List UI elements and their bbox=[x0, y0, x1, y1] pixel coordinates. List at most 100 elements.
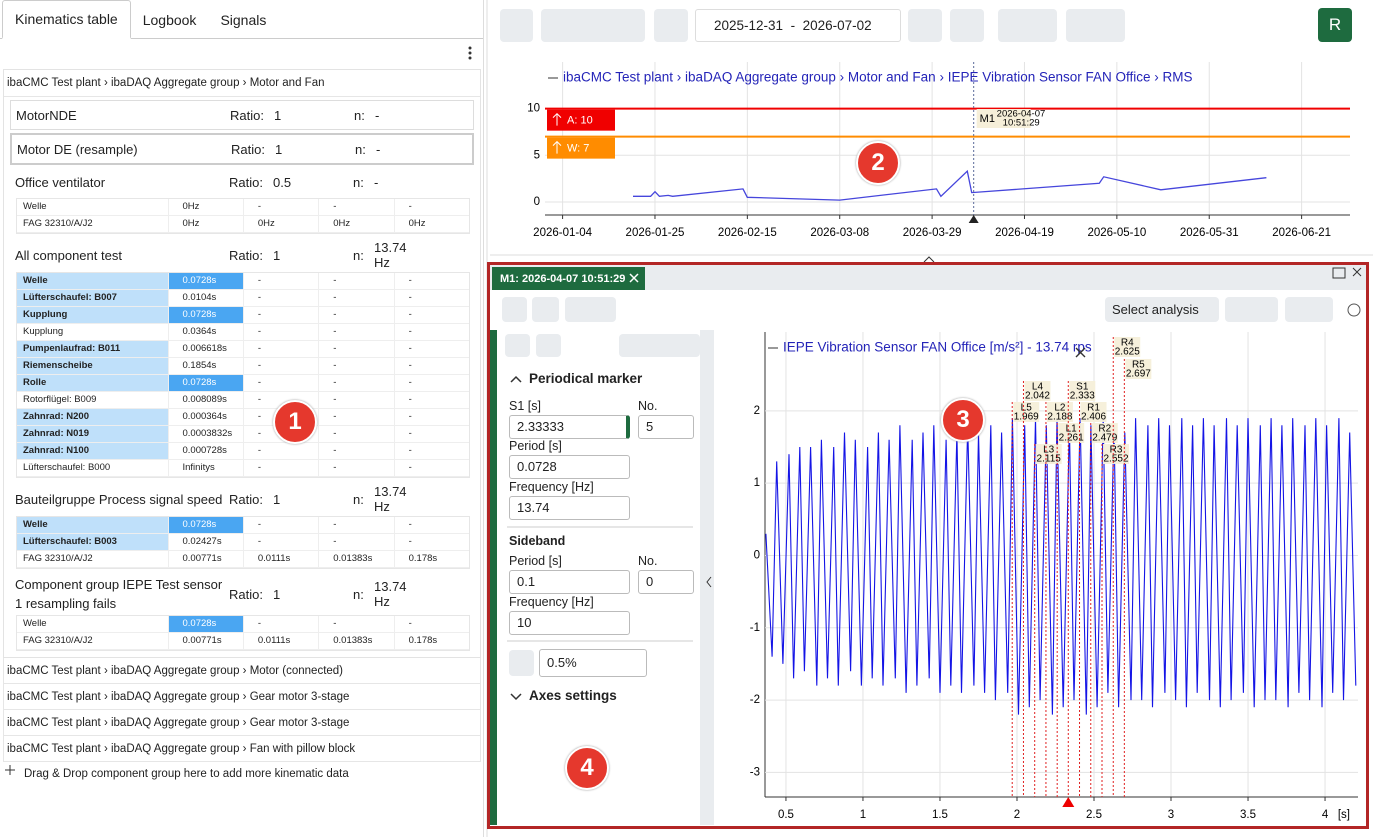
component-group-row[interactable]: ibaCMC Test plant › ibaDAQ Aggregate gro… bbox=[3, 684, 481, 710]
x-tick-label: 2 bbox=[1014, 809, 1020, 821]
cursor-handle[interactable] bbox=[968, 215, 979, 223]
analysis-tab-label[interactable]: M1: 2026-04-07 10:51:29 bbox=[500, 273, 626, 285]
prev-button[interactable] bbox=[1225, 297, 1278, 322]
y-tick-label: 0 bbox=[534, 196, 540, 208]
threshold-badge bbox=[547, 137, 615, 159]
table-cell: - bbox=[242, 460, 318, 476]
tab[interactable]: Kinematics table bbox=[2, 0, 131, 39]
field-label: Frequency [Hz] bbox=[509, 480, 594, 494]
layout-button[interactable] bbox=[998, 9, 1057, 42]
x-tick-label: 3 bbox=[1168, 809, 1174, 821]
y-tick-label: 5 bbox=[534, 149, 540, 161]
fit-button[interactable] bbox=[505, 334, 530, 357]
table-row: Lüfterschaufel: B003 0.02427s - - - bbox=[17, 534, 469, 551]
table-row: Riemenscheibe 0.1854s - - - bbox=[17, 358, 469, 375]
next-button[interactable] bbox=[1285, 297, 1333, 322]
table-cell: Lüfterschaufel: B000 bbox=[23, 462, 111, 473]
section-title[interactable]: Axes settings bbox=[529, 688, 617, 703]
close-icon[interactable] bbox=[629, 273, 639, 283]
kinematics-table: Welle 0.0728s - - - Lüfterschaufel: B007 0.010… bbox=[16, 272, 470, 478]
kinematics-table: Welle 0Hz - - - FAG 32310/A/J2 0Hz 0Hz 0Hz 0Hz bbox=[16, 198, 470, 234]
table-cell: Welle bbox=[23, 618, 47, 629]
marker-value: 2.479 bbox=[1092, 433, 1117, 444]
table-cell: 0.00771s bbox=[167, 633, 243, 649]
group-path: ibaCMC Test plant › ibaDAQ Aggregate gro… bbox=[7, 690, 350, 703]
ratio-label: Ratio: bbox=[229, 491, 263, 507]
tolerance-select[interactable]: 0.5% bbox=[539, 649, 647, 677]
marker-handle[interactable] bbox=[1062, 797, 1075, 807]
marker-label-box bbox=[1114, 337, 1141, 357]
tool-button[interactable] bbox=[502, 297, 527, 322]
table-row: FAG 32310/A/J2 0.00771s 0.0111s 0.01383s 0.1… bbox=[17, 551, 469, 568]
no-input[interactable]: 5 bbox=[638, 415, 694, 439]
y-tick-label: 1 bbox=[754, 477, 760, 489]
table-cell: 0.0003832s bbox=[167, 426, 243, 442]
data-line bbox=[633, 169, 1267, 201]
sideband-frequency-input[interactable]: 10 bbox=[509, 611, 630, 635]
sound-button[interactable] bbox=[536, 334, 561, 357]
sideband-no-input[interactable]: 0 bbox=[638, 570, 694, 594]
date-range[interactable]: 2025-12-31 - 2026-07-02 bbox=[695, 9, 901, 42]
ratio-label: Ratio: bbox=[231, 141, 265, 157]
chevron-icon[interactable] bbox=[510, 375, 522, 383]
callout: 2 bbox=[856, 141, 900, 185]
table-cell: - bbox=[242, 409, 318, 425]
y-tick-label: -2 bbox=[750, 694, 760, 706]
tab[interactable]: Logbook bbox=[142, 12, 197, 28]
component-header: Motor DE (resample) Ratio: 1 n: - bbox=[12, 135, 472, 163]
component-group-row[interactable]: ibaCMC Test plant › ibaDAQ Aggregate gro… bbox=[3, 736, 481, 762]
refresh-button[interactable] bbox=[908, 9, 942, 42]
table-cell: - bbox=[318, 199, 393, 215]
user-avatar[interactable]: R bbox=[1318, 8, 1352, 42]
component-header: Component group IEPE Test sensor 1 resam… bbox=[10, 575, 474, 613]
table-cell: 0Hz bbox=[393, 216, 469, 232]
share-button[interactable] bbox=[1066, 9, 1125, 42]
maximize-icon bbox=[1332, 267, 1346, 279]
n-value: 13.74 Hz bbox=[374, 579, 407, 609]
camera-button[interactable] bbox=[950, 9, 984, 42]
component-header: MotorNDE Ratio: 1 n: - bbox=[11, 101, 473, 129]
y-tick-label: 2 bbox=[754, 405, 760, 417]
table-row: Zahnrad: N100 0.000728s - - - bbox=[17, 443, 469, 460]
table-cell: - bbox=[242, 290, 318, 306]
section-title: Sideband bbox=[509, 534, 566, 548]
s1-input[interactable]: 2.33333 bbox=[509, 415, 630, 439]
sideband-period-input[interactable]: 0.1 bbox=[509, 570, 630, 594]
table-cell: - bbox=[318, 517, 393, 533]
table-cell: - bbox=[393, 307, 469, 323]
n-value: - bbox=[374, 174, 379, 190]
side-accent bbox=[490, 330, 497, 825]
table-cell: - bbox=[318, 273, 393, 289]
swap-button[interactable] bbox=[565, 297, 616, 322]
field-label: No. bbox=[638, 554, 658, 568]
ratio-value: 1 bbox=[275, 141, 283, 157]
section-title[interactable]: Periodical marker bbox=[529, 371, 643, 386]
select-analysis[interactable]: Select analysis bbox=[1105, 297, 1219, 322]
component-group-row[interactable]: ibaCMC Test plant › ibaDAQ Aggregate gro… bbox=[3, 658, 481, 684]
threshold-label: W: 7 bbox=[567, 143, 589, 155]
target-button[interactable] bbox=[509, 650, 534, 676]
table-cell: - bbox=[318, 375, 393, 391]
eye-button[interactable] bbox=[654, 9, 688, 42]
table-cell: - bbox=[318, 307, 393, 323]
zoom-group[interactable] bbox=[541, 9, 645, 42]
marker-label-box bbox=[1080, 402, 1107, 422]
zoom-group[interactable] bbox=[619, 334, 700, 357]
table-cell: Zahnrad: N200 bbox=[17, 409, 168, 425]
component-group-row[interactable]: ibaCMC Test plant › ibaDAQ Aggregate gro… bbox=[3, 710, 481, 736]
tab[interactable]: Signals bbox=[220, 12, 267, 28]
splitter-bar bbox=[700, 330, 714, 825]
frequency-input[interactable]: 13.74 bbox=[509, 496, 630, 520]
n-label: n: bbox=[355, 141, 366, 157]
chevron-icon[interactable] bbox=[510, 693, 522, 701]
back-button[interactable] bbox=[500, 9, 533, 42]
table-cell: 0.006618s bbox=[167, 341, 243, 357]
date-from: 2025-12-31 bbox=[714, 18, 784, 33]
table-cell: FAG 32310/A/J2 bbox=[23, 635, 93, 646]
menu-icon[interactable] bbox=[0, 39, 483, 69]
period-input[interactable]: 0.0728 bbox=[509, 455, 630, 479]
download-button[interactable] bbox=[532, 297, 559, 322]
ratio-value: 0.5 bbox=[273, 174, 292, 190]
marker-value: 2.625 bbox=[1115, 347, 1140, 358]
